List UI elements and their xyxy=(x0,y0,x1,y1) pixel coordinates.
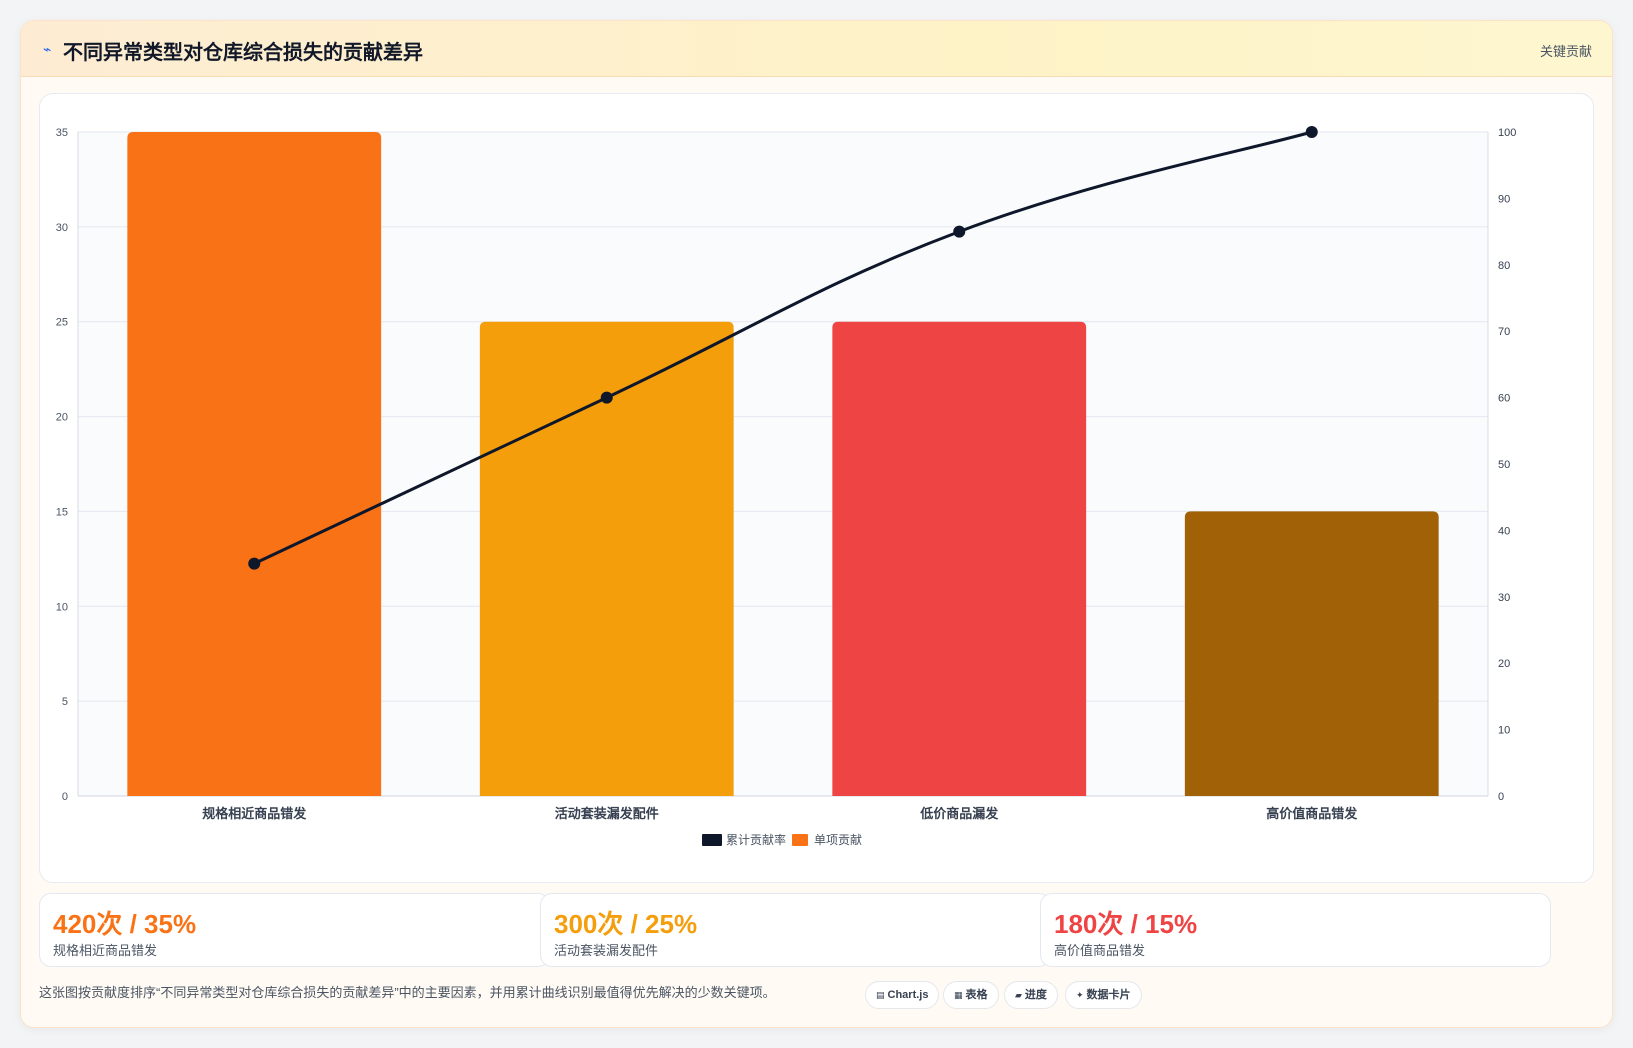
stat-value-2: 300次 / 25% xyxy=(554,909,698,939)
cumulative-line xyxy=(253,130,1313,565)
page-title: 不同异常类型对仓库综合损失的贡献差异 xyxy=(63,42,423,64)
header-tag: 关键贡献 xyxy=(1539,44,1592,59)
y-right-tick-label: 90 xyxy=(1498,193,1510,205)
chip-progress[interactable]: ▰ 进度 xyxy=(1004,981,1058,1009)
stat-value-3: 180次 / 15% xyxy=(1054,909,1198,939)
stat-value-1: 420次 / 35% xyxy=(53,909,197,939)
stat-card-1: 420次 / 35% 规格相近商品错发 xyxy=(39,893,550,967)
chip-label-chartjs: Chart.js xyxy=(887,989,929,1001)
bar xyxy=(479,321,734,796)
chip-label-table: 表格 xyxy=(965,989,988,1001)
report-card: ⌁ 不同异常类型对仓库综合损失的贡献差异 关键贡献 0 5 10 15 20 25 30 35… xyxy=(20,20,1613,1028)
x-tick-label: 规格相近商品错发 xyxy=(202,806,307,821)
legend-label: 累计贡献率 xyxy=(726,832,786,847)
y-left-tick-label: 5 xyxy=(62,696,68,708)
chip-chartjs[interactable]: ▤ Chart.js xyxy=(865,981,940,1009)
stat-label-1: 规格相近商品错发 xyxy=(53,943,158,958)
stat-label-2: 活动套装漏发配件 xyxy=(554,943,659,958)
chart-panel: 0 5 10 15 20 25 30 35 0 10 20 30 40 50 60 70 80 90 100 规格相近… xyxy=(39,93,1594,883)
x-tick-label: 低价商品漏发 xyxy=(919,806,999,821)
pareto-chart: 0 5 10 15 20 25 30 35 0 10 20 30 40 50 60 70 80 90 100 规格相近… xyxy=(56,126,1516,847)
sparkle-icon: ✦ xyxy=(1076,990,1084,1000)
y-right-tick-label: 100 xyxy=(1498,127,1516,139)
cumulative-point xyxy=(953,225,966,238)
y-right-tick-label: 20 xyxy=(1498,658,1510,670)
y-left-tick-label: 35 xyxy=(56,127,68,139)
stat-card-2: 300次 / 25% 活动套装漏发配件 xyxy=(540,893,1051,967)
cumulative-point xyxy=(600,391,613,404)
progress-icon: ▰ xyxy=(1015,990,1022,1000)
y-left-tick-label: 10 xyxy=(56,601,68,613)
card-header: ⌁ 不同异常类型对仓库综合损失的贡献差异 关键贡献 xyxy=(21,21,1612,77)
y-left-tick-label: 20 xyxy=(56,412,68,424)
table-icon: ▦ xyxy=(954,990,963,1000)
y-left-tick-label: 30 xyxy=(56,222,68,234)
y-left-tick-label: 25 xyxy=(56,317,68,329)
cumulative-point xyxy=(248,557,261,570)
chip-table[interactable]: ▦ 表格 xyxy=(943,981,999,1009)
stat-card-3: 180次 / 15% 高价值商品错发 xyxy=(1040,893,1551,967)
chip-data-cards[interactable]: ✦ 数据卡片 xyxy=(1065,981,1142,1009)
y-right-tick-label: 40 xyxy=(1498,525,1510,537)
y-right-tick-label: 10 xyxy=(1498,725,1510,737)
y-right-tick-label: 70 xyxy=(1498,326,1510,338)
y-right-tick-label: 30 xyxy=(1498,592,1510,604)
chart-footnote: 这张图按贡献度排序“不同异常类型对仓库综合损失的贡献差异”中的主要因素，并用累计… xyxy=(39,985,776,1000)
bar xyxy=(832,321,1087,796)
y-right-tick-label: 0 xyxy=(1498,791,1504,803)
y-right-tick-label: 80 xyxy=(1498,260,1510,272)
y-left-tick-label: 0 xyxy=(62,791,68,803)
legend-swatch xyxy=(792,834,808,846)
cumulative-point xyxy=(1305,126,1318,138)
chip-label-data-cards: 数据卡片 xyxy=(1086,989,1131,1001)
lightning-icon: ⌁ xyxy=(43,41,52,57)
x-tick-label: 活动套装漏发配件 xyxy=(555,806,659,821)
y-left-tick-label: 15 xyxy=(56,506,68,518)
x-tick-label: 高价值商品错发 xyxy=(1266,806,1358,821)
chip-label-progress: 进度 xyxy=(1024,989,1047,1001)
chart-icon: ▤ xyxy=(876,990,885,1000)
legend-label: 单项贡献 xyxy=(814,832,862,847)
legend-swatch xyxy=(702,834,722,846)
stat-label-3: 高价值商品错发 xyxy=(1054,943,1146,958)
y-right-tick-label: 50 xyxy=(1498,459,1510,471)
y-right-tick-label: 60 xyxy=(1498,393,1510,405)
bar xyxy=(127,132,382,796)
bar xyxy=(1184,511,1439,796)
